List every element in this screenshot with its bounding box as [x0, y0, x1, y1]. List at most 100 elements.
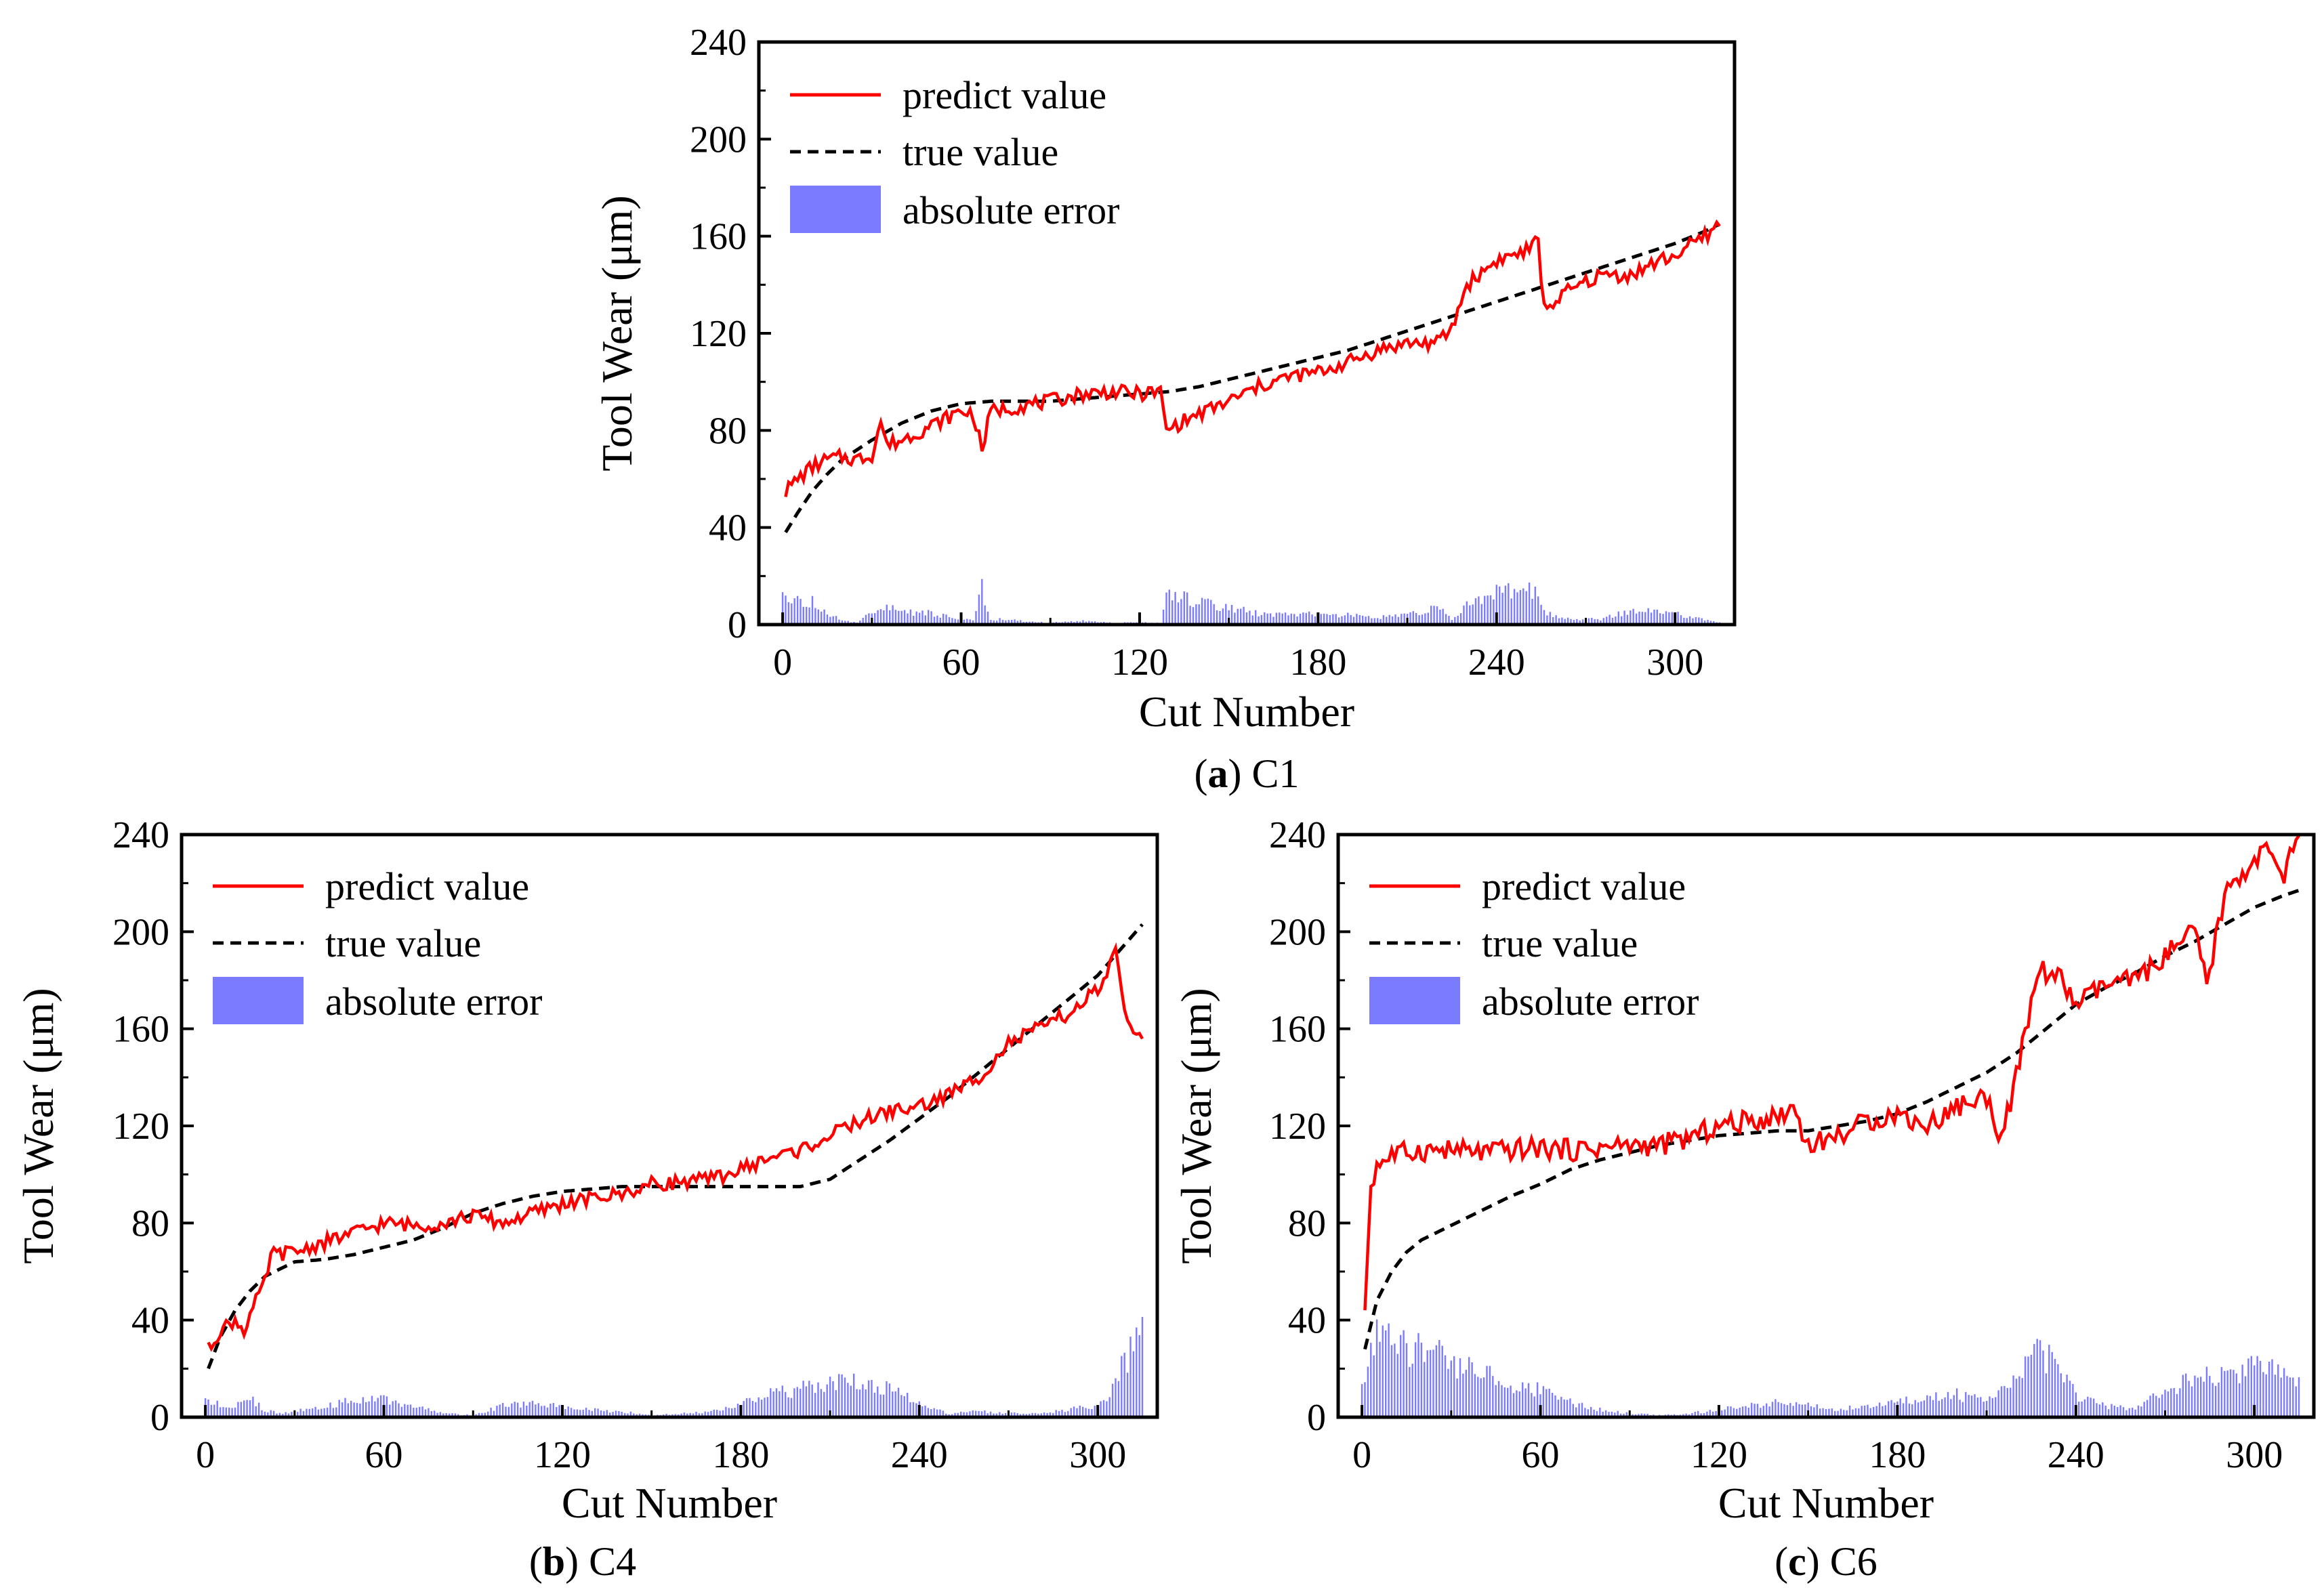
- error-bar: [1584, 1408, 1586, 1417]
- error-bar: [2229, 1369, 2232, 1417]
- error-bar: [2164, 1389, 2166, 1417]
- error-bar: [2235, 1373, 2237, 1417]
- error-bar: [1659, 613, 1661, 625]
- error-bar: [1581, 619, 1584, 625]
- error-bar: [2265, 1374, 2267, 1417]
- error-bar: [582, 1410, 584, 1417]
- error-bar: [478, 1412, 480, 1417]
- error-bar: [1061, 1410, 1063, 1417]
- error-bar: [791, 603, 793, 625]
- error-bar: [957, 619, 959, 625]
- error-bar: [1599, 1407, 1601, 1417]
- error-bar: [1590, 1406, 1592, 1417]
- x-tick-label: 180: [712, 1434, 769, 1476]
- error-bar: [2134, 1409, 2136, 1417]
- error-bar: [1100, 1401, 1102, 1417]
- error-bar: [1296, 616, 1298, 625]
- error-bar: [1082, 1406, 1084, 1417]
- error-bar: [692, 1413, 694, 1417]
- legend-error-swatch: [213, 977, 304, 1024]
- error-bar: [987, 611, 989, 625]
- error-bar: [1409, 612, 1411, 625]
- error-bar: [1486, 1366, 1488, 1417]
- error-bar: [1260, 614, 1263, 625]
- error-bar: [868, 613, 870, 625]
- error-bar: [1741, 1406, 1744, 1417]
- panel-caption: (b) C4: [529, 1539, 636, 1584]
- error-bar: [856, 1389, 858, 1417]
- y-tick-label: 80: [131, 1202, 169, 1244]
- error-bar: [975, 611, 977, 625]
- error-bar: [805, 1386, 808, 1417]
- error-bar: [1587, 1409, 1589, 1417]
- error-bar: [1329, 615, 1331, 625]
- error-bar: [1516, 1390, 1518, 1417]
- error-bar: [1611, 617, 1614, 625]
- panel-c4: 0 40 80 120 160 200 240 0 60 120 180 240 300 Tool W…: [14, 814, 1159, 1584]
- error-bar: [990, 620, 992, 625]
- error-bar: [1575, 1407, 1577, 1417]
- error-bar: [579, 1410, 581, 1417]
- error-bar: [1373, 618, 1375, 625]
- error-bar: [1117, 1381, 1120, 1417]
- error-bar: [1382, 1325, 1384, 1417]
- error-bar: [323, 1408, 325, 1417]
- error-bar: [710, 1410, 712, 1417]
- error-bar: [2205, 1366, 2208, 1417]
- error-bar: [900, 1395, 902, 1417]
- error-bar: [1542, 1386, 1545, 1417]
- error-bar: [2191, 1386, 2193, 1417]
- error-bar: [1766, 1403, 1768, 1417]
- panel-caption: (a) C1: [1195, 751, 1300, 796]
- error-bar: [1688, 616, 1691, 625]
- error-bar: [826, 1384, 828, 1417]
- x-tick-label: 60: [942, 642, 980, 684]
- error-bar: [907, 613, 909, 625]
- error-bar: [552, 1403, 554, 1417]
- error-bar: [1980, 1397, 1982, 1417]
- error-bar: [1557, 1400, 1560, 1417]
- error-bar: [564, 1409, 566, 1417]
- error-bar: [2057, 1364, 2059, 1417]
- error-bar: [1207, 598, 1209, 625]
- error-bar: [350, 1400, 352, 1417]
- error-bar: [261, 1410, 263, 1417]
- error-bar: [1454, 616, 1456, 625]
- error-bar: [1323, 613, 1325, 625]
- error-bar: [1255, 610, 1257, 625]
- error-bar: [1923, 1400, 1926, 1417]
- error-bar: [841, 1374, 843, 1417]
- error-bar: [374, 1401, 376, 1417]
- error-bar: [1361, 1384, 1363, 1417]
- error-bar: [490, 1408, 492, 1417]
- error-bar: [981, 579, 983, 625]
- error-bar: [407, 1404, 409, 1417]
- error-bar: [1201, 597, 1203, 625]
- error-bar: [695, 1412, 697, 1417]
- error-bar: [957, 1412, 959, 1417]
- error-bar: [877, 610, 879, 625]
- error-bar: [924, 615, 926, 625]
- error-bar: [1373, 1355, 1375, 1417]
- caption-label: C4: [589, 1539, 636, 1584]
- error-bar: [1662, 614, 1664, 625]
- error-bar: [1493, 599, 1495, 625]
- error-bar: [341, 1402, 344, 1417]
- error-bar: [1388, 614, 1390, 625]
- error-bar: [1198, 604, 1200, 625]
- error-bar: [618, 1411, 620, 1417]
- error-bar: [1621, 616, 1623, 625]
- error-bar: [811, 1384, 813, 1417]
- error-bar: [1656, 609, 1658, 625]
- error-bar: [2268, 1362, 2270, 1417]
- error-bar: [2090, 1398, 2092, 1417]
- error-bar: [1228, 610, 1230, 625]
- error-bar: [814, 608, 816, 625]
- error-bar: [317, 1409, 320, 1417]
- error-bar: [2176, 1393, 2178, 1417]
- error-bar: [1548, 1389, 1550, 1417]
- error-bar: [1650, 612, 1653, 625]
- error-bar: [1995, 1397, 1997, 1417]
- error-bar: [2122, 1407, 2125, 1417]
- error-bar: [528, 1402, 531, 1417]
